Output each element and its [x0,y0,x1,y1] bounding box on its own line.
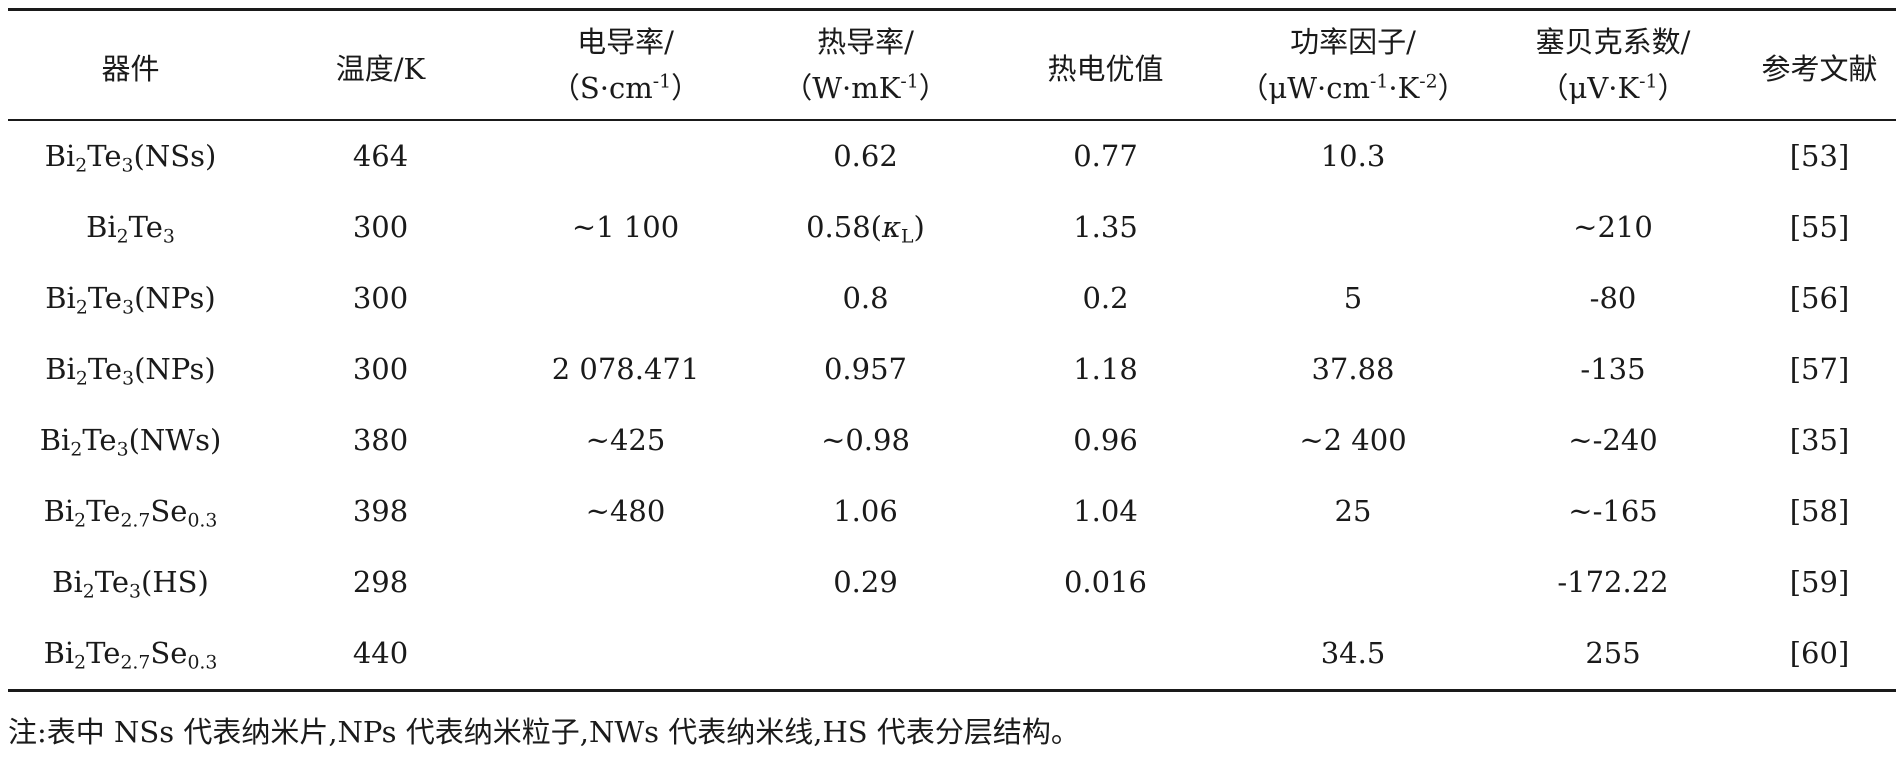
table-container: 器件 温度/K 电导率/ 热导率/ 热电优值 功率因子/ 塞贝克系数/ 参考文献… [8,8,1896,752]
cell-conductivity: ~480 [585,494,666,528]
kappa-symbol: κ [882,210,902,244]
table-row: Bi2Te3(HS) 298 0.29 0.016 -172.22 [59] [8,547,1896,618]
cell-seebeck: -135 [1580,352,1646,386]
header-power-factor-unit: （μW·cm-1·K-2） [1239,71,1467,105]
cell-device: Bi2Te3(NPs) [45,352,216,390]
cell-seebeck: ~210 [1573,210,1653,244]
cell-reference: [59] [1789,565,1850,599]
cell-reference: [58] [1789,494,1850,528]
cell-power-factor: 37.88 [1311,352,1395,386]
cell-temperature: 464 [352,139,409,173]
table-header: 器件 温度/K 电导率/ 热导率/ 热电优值 功率因子/ 塞贝克系数/ 参考文献… [8,9,1896,120]
cell-zt: 1.04 [1073,494,1138,528]
cell-device: Bi2Te3(NPs) [45,281,216,319]
cell-seebeck: ~-165 [1568,494,1658,528]
cell-zt [988,618,1223,691]
cell-device: Bi2Te3(NWs) [39,423,222,461]
cell-seebeck: -80 [1589,281,1637,315]
cell-temperature: 398 [352,494,409,528]
table-row: Bi2Te3(NWs) 380 ~425 ~0.98 0.96 ~2 400 ~… [8,405,1896,476]
cell-thermal: 0.957 [823,352,908,386]
header-thermal: 热导率/ [817,25,914,59]
cell-conductivity [508,547,743,618]
cell-temperature: 380 [352,423,409,457]
header-reference: 参考文献 [1761,52,1878,86]
cell-temperature: 300 [352,281,409,315]
header-seebeck: 塞贝克系数/ [1535,25,1691,59]
header-conductivity-unit: （S·cm-1） [550,71,701,105]
table-row: Bi2Te2.7Se0.3 440 34.5 255 [60] [8,618,1896,691]
cell-device: Bi2Te3 [86,210,175,248]
cell-temperature: 300 [352,352,409,386]
cell-reference: [60] [1789,636,1850,670]
cell-power-factor: 5 [1343,281,1363,315]
cell-reference: [57] [1789,352,1850,386]
header-zt: 热电优值 [1047,52,1164,86]
cell-zt: 1.35 [1073,210,1138,244]
cell-power-factor: 25 [1334,494,1372,528]
cell-seebeck: ~-240 [1568,423,1658,457]
cell-conductivity [508,618,743,691]
cell-zt: 0.016 [1063,565,1148,599]
cell-zt: 0.96 [1073,423,1138,457]
cell-zt: 0.2 [1082,281,1129,315]
cell-reference: [55] [1789,210,1850,244]
thermoelectric-table: 器件 温度/K 电导率/ 热导率/ 热电优值 功率因子/ 塞贝克系数/ 参考文献… [8,8,1896,692]
table-row: Bi2Te3(NPs) 300 2 078.471 0.957 1.18 37.… [8,334,1896,405]
cell-conductivity: 2 078.471 [551,352,700,386]
cell-thermal [743,618,988,691]
cell-power-factor [1223,547,1483,618]
cell-power-factor [1223,192,1483,263]
header-thermal-unit: （W·mK-1） [783,71,948,105]
table-row: Bi2Te3 300 ~1 100 0.58(κL) 1.35 ~210 [55… [8,192,1896,263]
cell-conductivity: ~1 100 [571,210,680,244]
cell-zt: 1.18 [1073,352,1138,386]
cell-thermal: 1.06 [833,494,898,528]
table-body: Bi2Te3(NSs) 464 0.62 0.77 10.3 [53] Bi2T… [8,120,1896,691]
cell-device: Bi2Te3(HS) [52,565,209,603]
cell-thermal: ~0.98 [821,423,910,457]
cell-conductivity [508,120,743,192]
cell-seebeck [1483,120,1743,192]
cell-seebeck: 255 [1585,636,1641,670]
cell-reference: [53] [1789,139,1850,173]
header-power-factor: 功率因子/ [1290,25,1416,59]
cell-seebeck: -172.22 [1557,565,1669,599]
table-row: Bi2Te3(NSs) 464 0.62 0.77 10.3 [53] [8,120,1896,192]
table-row: Bi2Te3(NPs) 300 0.8 0.2 5 -80 [56] [8,263,1896,334]
cell-zt: 0.77 [1073,139,1138,173]
cell-temperature: 440 [352,636,409,670]
cell-conductivity [508,263,743,334]
cell-thermal: 0.8 [842,281,889,315]
cell-device: Bi2Te2.7Se0.3 [43,494,218,532]
header-device: 器件 [101,52,160,86]
cell-power-factor: 10.3 [1320,139,1386,173]
header-seebeck-unit: （μV·K-1） [1539,71,1687,105]
cell-device: Bi2Te3(NSs) [44,139,217,177]
cell-thermal: 0.58(κL) [806,210,925,248]
cell-device: Bi2Te2.7Se0.3 [43,636,218,674]
cell-thermal: 0.29 [833,565,898,599]
cell-conductivity: ~425 [585,423,666,457]
cell-power-factor: ~2 400 [1299,423,1407,457]
cell-reference: [35] [1789,423,1850,457]
cell-power-factor: 34.5 [1320,636,1386,670]
cell-temperature: 298 [352,565,409,599]
cell-temperature: 300 [352,210,409,244]
table-note: 注:表中 NSs 代表纳米片,NPs 代表纳米粒子,NWs 代表纳米线,HS 代… [8,715,1080,749]
header-conductivity: 电导率/ [577,25,674,59]
cell-thermal: 0.62 [833,139,898,173]
cell-reference: [56] [1789,281,1850,315]
header-temperature: 温度/K [335,52,426,86]
table-row: Bi2Te2.7Se0.3 398 ~480 1.06 1.04 25 ~-16… [8,476,1896,547]
